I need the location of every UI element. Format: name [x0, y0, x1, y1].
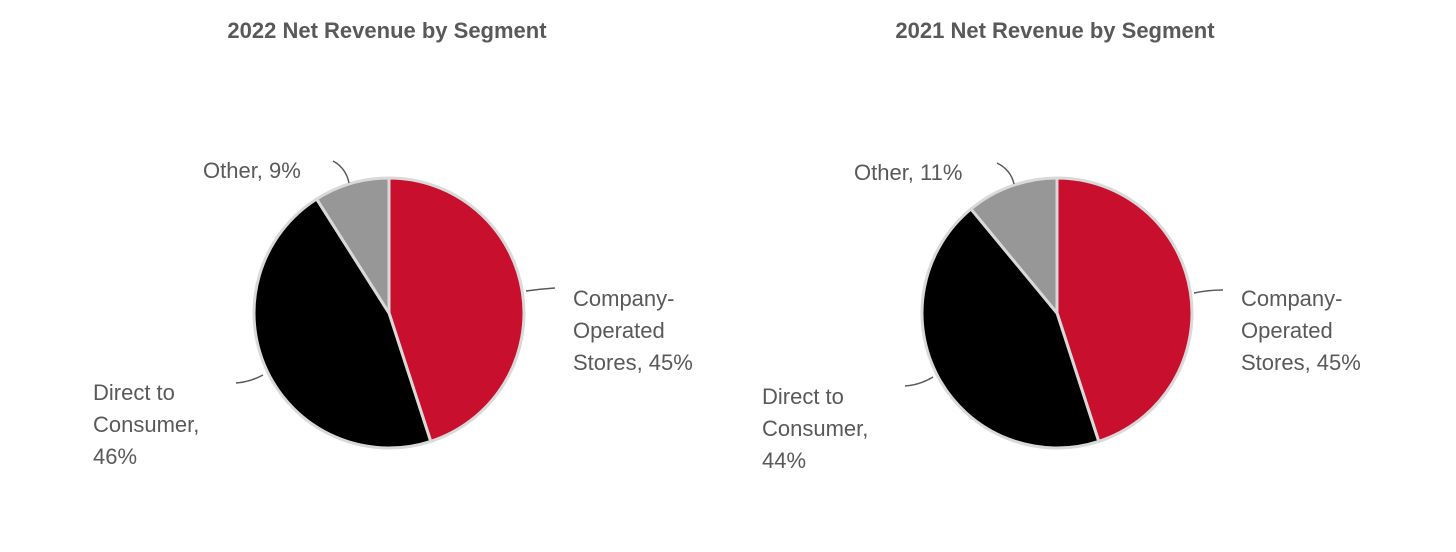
- leader-line-2022-direct-to-consumer: [235, 374, 264, 384]
- leader-line-2021-direct-to-consumer: [904, 376, 934, 387]
- data-label-2022-company-operated-stores: Company-Operated Stores, 45%: [573, 286, 693, 375]
- data-label-2021-other: Other, 11%: [854, 160, 962, 185]
- data-label-2021-company-operated-stores: Company-Operated Stores, 45%: [1241, 286, 1361, 375]
- data-label-2022-other: Other, 9%: [203, 158, 301, 183]
- data-label-2022-direct-to-consumer: Direct to Consumer, 46%: [93, 380, 199, 469]
- pie-slice-2022-direct-to-consumer: [252, 197, 433, 450]
- pie-slice-2022-other: [315, 176, 391, 315]
- leader-line-2022-other: [332, 160, 350, 184]
- leader-line-2022-company-operated-stores: [525, 287, 556, 292]
- pie-slice-2021-other: [969, 176, 1059, 315]
- pie-slice-2022-company-operated-stores: [387, 176, 526, 443]
- data-label-2021-direct-to-consumer: Direct to Consumer, 44%: [762, 384, 868, 473]
- leader-line-2021-other: [996, 162, 1015, 185]
- pie-slice-2021-direct-to-consumer: [920, 207, 1101, 450]
- chart-title-2021: 2021 Net Revenue by Segment: [895, 18, 1215, 43]
- leader-line-2021-company-operated-stores: [1193, 289, 1224, 294]
- chart-title-2022: 2022 Net Revenue by Segment: [227, 18, 547, 43]
- pie-slice-2021-company-operated-stores: [1055, 176, 1194, 443]
